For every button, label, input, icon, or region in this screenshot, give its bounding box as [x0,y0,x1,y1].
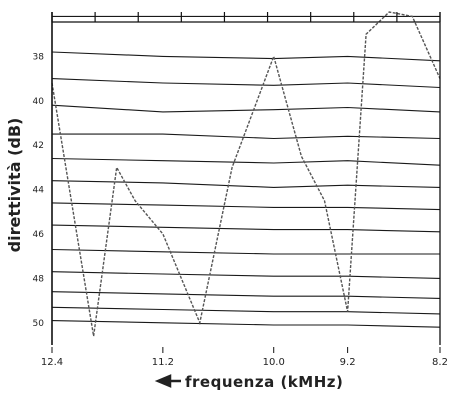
series-line [51,320,441,328]
y-tick-label: 48 [33,274,45,284]
series-line [52,133,441,140]
y-tick-label: 50 [33,319,45,329]
series-line [51,78,441,89]
y-tick-label: 44 [33,186,45,196]
series-line [51,104,441,113]
series-line [51,51,441,62]
y-tick-label: 40 [33,97,45,107]
y-axis-label: direttività (dB) [5,118,24,253]
series-line [51,11,441,337]
x-tick-label: 10.0 [263,357,285,368]
series-line [51,202,441,211]
y-tick-label: 46 [33,230,45,240]
series-line [51,180,441,188]
x-axis-label: frequenza (kMHz) [185,373,343,391]
series-line [51,271,441,279]
x-tick-label: 12.4 [41,357,63,368]
x-tick-label: 8.2 [432,357,448,368]
series-line [51,157,441,166]
series-line [51,224,441,233]
curves-group [51,11,441,337]
x-tick-label: 9.2 [340,357,356,368]
axes-group [51,12,441,353]
y-tick-label: 38 [33,52,45,62]
x-tick-label: 11.2 [152,357,174,368]
x-axis-label-group: frequenza (kMHz) [154,373,343,391]
y-tick-label: 42 [33,141,44,151]
series-line [51,306,441,315]
series-line [51,291,441,299]
arrow-left-icon [154,374,181,388]
tick-labels-group: 12.4 11.2 10.0 9.2 8.2 38 40 42 44 46 48 50 [33,52,448,368]
series-line [51,248,440,255]
